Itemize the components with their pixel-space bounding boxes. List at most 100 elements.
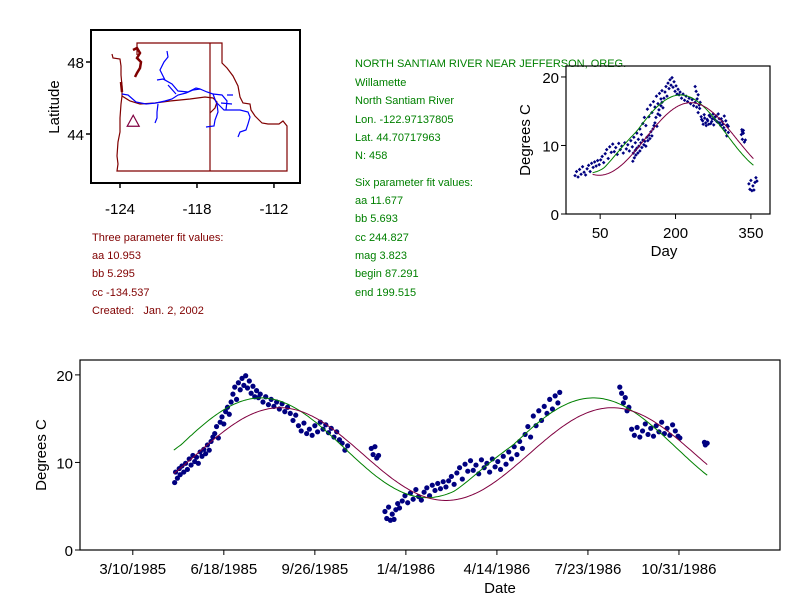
- data-point: [635, 131, 639, 135]
- data-point: [235, 380, 241, 386]
- data-point: [619, 390, 625, 396]
- three-parameter-fit-curve: [173, 407, 708, 501]
- sample-count: N: 458: [355, 150, 387, 162]
- data-point: [459, 476, 465, 482]
- data-point: [609, 150, 614, 155]
- data-point: [694, 89, 698, 94]
- data-point: [233, 396, 240, 403]
- data-point: [669, 422, 676, 428]
- y-tick-label: 0: [551, 207, 559, 224]
- data-point: [613, 145, 618, 150]
- data-point: [533, 423, 539, 429]
- data-point: [691, 103, 696, 108]
- data-point: [309, 432, 315, 438]
- data-point: [607, 145, 612, 149]
- data-point: [652, 123, 656, 128]
- data-point: [598, 158, 603, 162]
- x-tick-label: 9/26/1985: [281, 561, 348, 578]
- data-point: [752, 188, 756, 192]
- data-point: [740, 127, 744, 132]
- data-point: [199, 453, 205, 459]
- data-point: [697, 103, 701, 107]
- data-point: [525, 423, 531, 430]
- three-param-title: Three parameter fit values:: [92, 232, 223, 244]
- data-point: [651, 99, 656, 104]
- data-point: [221, 421, 227, 427]
- six-param-mag: mag 3.823: [355, 250, 407, 262]
- three-parameter-fit-curve: [592, 102, 754, 176]
- x-tick-label: 6/18/1985: [190, 561, 257, 578]
- data-point: [741, 128, 746, 133]
- created-date: Created: Jan. 2, 2002: [92, 305, 204, 317]
- data-point: [293, 412, 299, 418]
- data-point: [405, 500, 411, 506]
- data-point: [699, 114, 703, 119]
- data-point: [646, 138, 650, 143]
- data-point: [339, 440, 345, 446]
- data-point: [647, 133, 651, 138]
- data-point: [181, 469, 187, 475]
- data-point: [693, 84, 697, 89]
- data-point: [517, 438, 523, 445]
- data-point: [372, 444, 378, 450]
- data-point: [742, 140, 747, 144]
- data-point: [643, 139, 647, 144]
- data-point: [424, 485, 430, 491]
- data-point: [446, 478, 452, 484]
- data-point: [203, 451, 209, 457]
- x-tick-label: 10/31/1986: [641, 561, 716, 578]
- data-point: [701, 122, 705, 127]
- data-point: [655, 124, 659, 129]
- data-point: [696, 92, 700, 97]
- data-point: [586, 163, 591, 168]
- data-point: [600, 154, 604, 159]
- data-point: [306, 426, 312, 432]
- data-point: [695, 97, 699, 101]
- y-tick-label: 10: [56, 455, 73, 472]
- data-point: [250, 383, 256, 389]
- station-name: NORTH SANTIAM RIVER NEAR JEFFERSON, OREG…: [355, 58, 626, 70]
- data-point: [648, 425, 654, 431]
- temperature-time-series-chart: 0 10 20 3/10/1985 6/18/1985 9/26/1985 1/4/1986…: [33, 359, 781, 597]
- data-point: [557, 389, 563, 395]
- map-frame: [90, 29, 301, 184]
- three-param-cc: cc -134.537: [92, 287, 149, 299]
- data-point: [228, 399, 234, 405]
- data-point: [336, 437, 343, 443]
- data-point: [647, 114, 651, 119]
- x-tick-label: 7/23/1986: [555, 561, 622, 578]
- data-point: [754, 175, 758, 180]
- data-point: [391, 516, 397, 522]
- data-point: [615, 152, 620, 157]
- data-point: [704, 440, 710, 446]
- data-point: [304, 430, 310, 437]
- data-point: [385, 504, 392, 510]
- data-point: [710, 116, 715, 121]
- data-point: [547, 396, 553, 403]
- six-param-bb: bb 5.693: [355, 213, 398, 225]
- data-point: [749, 178, 753, 183]
- data-point: [290, 417, 296, 424]
- data-point: [589, 161, 594, 166]
- x-tick-label: 200: [663, 225, 688, 242]
- data-point: [536, 408, 542, 414]
- data-point: [603, 151, 607, 156]
- data-point: [631, 432, 637, 438]
- x-tick-label: 4/14/1986: [464, 561, 531, 578]
- data-point: [639, 132, 644, 137]
- map-y-tick-label: 48: [67, 55, 84, 72]
- x-tick-label: 1/4/1986: [377, 561, 435, 578]
- data-point: [636, 137, 641, 142]
- data-point: [230, 391, 236, 397]
- data-point: [530, 413, 536, 419]
- data-point: [467, 458, 474, 464]
- data-point: [722, 114, 727, 118]
- data-point: [585, 166, 589, 171]
- data-point: [638, 127, 642, 131]
- data-point: [429, 482, 435, 488]
- data-point: [657, 91, 662, 96]
- data-point: [241, 382, 247, 388]
- site-triangle-marker: [126, 114, 141, 127]
- basin-name: Willamette: [355, 77, 406, 89]
- data-point: [487, 469, 493, 475]
